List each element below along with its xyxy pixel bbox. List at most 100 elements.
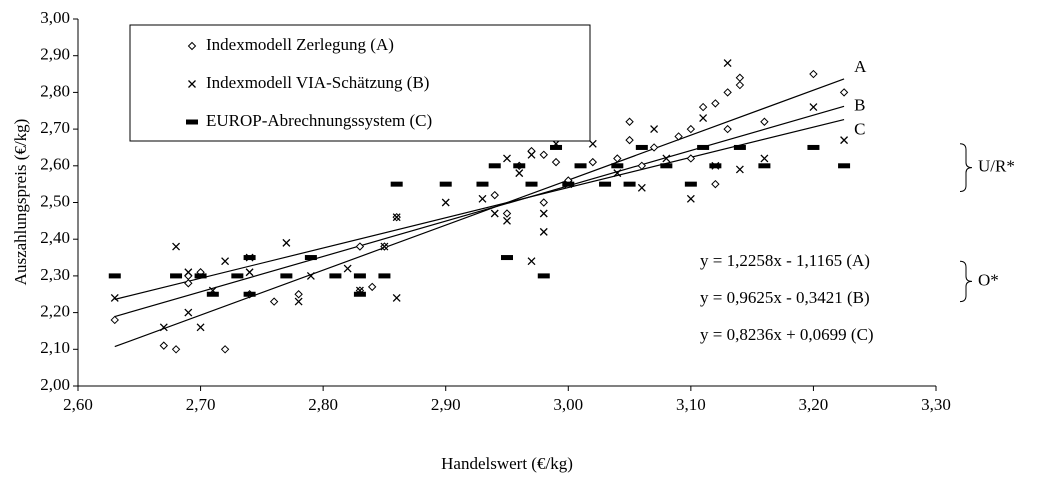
point — [539, 150, 548, 159]
point — [527, 150, 536, 159]
point — [378, 273, 391, 279]
point — [196, 323, 205, 332]
x-axis-label: Handelswert (€/kg) — [441, 454, 573, 473]
x-tick-label: 2,60 — [63, 395, 93, 414]
point — [353, 291, 366, 297]
point — [392, 293, 401, 302]
y-tick-label: 2,60 — [40, 155, 70, 174]
point — [662, 154, 671, 163]
x-tick-label: 3,00 — [553, 395, 583, 414]
point — [686, 154, 696, 163]
point — [343, 264, 352, 273]
point — [294, 297, 303, 306]
point — [243, 291, 256, 297]
point — [650, 125, 659, 134]
point — [623, 181, 636, 187]
point — [476, 181, 489, 187]
x-tick-label: 3,30 — [921, 395, 951, 414]
point — [501, 255, 513, 261]
equation: y = 0,9625x - 0,3421 (B) — [700, 288, 870, 307]
trend-label: B — [854, 95, 865, 114]
point — [551, 157, 561, 167]
point — [527, 257, 536, 266]
legend-marker — [188, 80, 196, 88]
point — [110, 315, 119, 325]
point — [490, 190, 499, 200]
bracket — [959, 143, 973, 192]
point — [588, 157, 598, 167]
trend-line — [114, 105, 845, 318]
point — [367, 282, 377, 292]
point — [613, 154, 622, 163]
legend-label: Indexmodell VIA-Schätzung (B) — [206, 73, 429, 92]
point — [269, 297, 279, 306]
x-tick-label: 2,70 — [186, 395, 216, 414]
point — [723, 59, 732, 67]
legend-marker — [187, 41, 197, 51]
point — [110, 293, 119, 302]
y-tick-label: 2,10 — [40, 338, 70, 357]
point — [171, 345, 181, 354]
point — [245, 268, 254, 277]
point — [159, 341, 169, 350]
point — [840, 136, 849, 145]
trend-label: A — [854, 57, 867, 76]
legend-box — [129, 24, 591, 142]
point — [839, 88, 849, 97]
point — [599, 181, 612, 187]
point — [699, 114, 708, 123]
point — [488, 163, 501, 169]
point — [490, 209, 499, 218]
x-tick-label: 3,20 — [799, 395, 829, 414]
point — [611, 163, 624, 169]
bracket — [959, 260, 973, 303]
point — [625, 135, 634, 145]
point — [280, 273, 293, 279]
point — [625, 117, 634, 126]
y-tick-label: 2,70 — [40, 118, 70, 137]
point — [697, 144, 710, 150]
point — [537, 273, 550, 279]
point — [306, 271, 315, 280]
y-tick-label: 2,00 — [40, 375, 70, 394]
point — [686, 194, 695, 203]
point — [760, 117, 769, 126]
point — [562, 181, 575, 187]
point — [649, 143, 659, 152]
y-axis-label: Auszahlungspreis (€/kg) — [11, 119, 30, 286]
x-tick-label: 2,80 — [308, 395, 338, 414]
legend-marker — [186, 119, 198, 125]
x-tick-label: 2,90 — [431, 395, 461, 414]
legend — [129, 24, 591, 142]
point — [660, 163, 673, 169]
y-tick-label: 2,20 — [40, 302, 70, 321]
legend-label: EUROP-Abrechnungssystem (C) — [206, 111, 432, 130]
point — [574, 163, 587, 169]
point — [221, 257, 230, 266]
point — [390, 181, 403, 187]
y-tick-label: 2,50 — [40, 191, 70, 210]
point — [550, 144, 563, 150]
legend-label: Indexmodell Zerlegung (A) — [206, 35, 394, 54]
point — [807, 144, 820, 150]
point — [711, 99, 720, 108]
equation: y = 0,8236x + 0,0699 (C) — [700, 325, 874, 344]
point — [613, 169, 622, 178]
equation: y = 1,2258x - 1,1165 (A) — [700, 251, 870, 270]
point — [392, 213, 401, 222]
point — [686, 124, 696, 134]
point — [380, 242, 389, 251]
y-tick-label: 2,90 — [40, 45, 70, 64]
y-tick-label: 3,00 — [40, 8, 70, 27]
y-tick-label: 2,80 — [40, 81, 70, 100]
point — [684, 181, 697, 187]
point — [441, 198, 450, 207]
y-tick-label: 2,40 — [40, 228, 70, 247]
point — [184, 268, 193, 277]
point — [527, 146, 536, 156]
x-tick-label: 3,10 — [676, 395, 706, 414]
point — [294, 290, 303, 299]
point — [674, 132, 683, 141]
point — [206, 291, 219, 297]
